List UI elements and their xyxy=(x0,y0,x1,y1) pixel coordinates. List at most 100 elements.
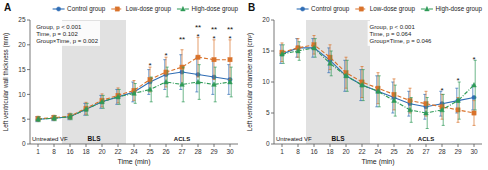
error-bar-cap xyxy=(426,128,429,129)
error-bar-cap xyxy=(211,94,214,95)
series-marker xyxy=(280,52,285,56)
y-tick xyxy=(271,51,274,52)
significance-marker: ** xyxy=(179,35,185,44)
significance-marker: * xyxy=(228,34,231,43)
error-bar-cap xyxy=(214,101,217,102)
error-bar-cap xyxy=(147,94,150,95)
region-label: ACLS xyxy=(174,136,190,142)
error-bar-cap xyxy=(214,67,217,68)
series-marker xyxy=(212,82,217,86)
significance-marker: * xyxy=(196,32,199,41)
stats-text: Time, p = 0.064 xyxy=(370,31,412,37)
legend-marker xyxy=(57,7,61,11)
error-bar-cap xyxy=(378,106,381,107)
significance-marker: ** xyxy=(195,23,201,32)
legend-marker xyxy=(181,6,186,10)
error-bar-cap xyxy=(86,103,89,104)
series-marker xyxy=(472,83,477,87)
series-marker xyxy=(456,98,461,102)
error-bar xyxy=(69,113,72,119)
x-tick-label: 30 xyxy=(226,148,234,155)
error-bar-cap xyxy=(166,96,169,97)
series-marker xyxy=(392,98,397,102)
stats-text: Group, p < 0.001 xyxy=(36,24,82,30)
stats-background xyxy=(34,21,100,46)
legend-marker-wrap xyxy=(181,6,186,10)
region-label: BLS xyxy=(88,135,102,142)
y-tick-label: 25 xyxy=(18,16,26,23)
series-line xyxy=(282,45,474,113)
error-bar-cap xyxy=(134,103,137,104)
error-bar-cap xyxy=(282,63,285,64)
legend-marker-wrap xyxy=(57,7,61,11)
error-bar-cap xyxy=(455,88,458,89)
series-line xyxy=(282,48,474,113)
plot-area xyxy=(279,36,476,129)
y-tick-label: 15 xyxy=(262,47,270,54)
series-marker xyxy=(344,73,349,77)
error-bar-cap xyxy=(362,100,365,101)
x-tick-label: 22 xyxy=(114,148,122,155)
y-tick xyxy=(27,20,30,21)
x-tick-label: 26 xyxy=(162,148,170,155)
error-bar-cap xyxy=(150,101,153,102)
y-axis-label: Left ventricular chamber area (cm²) xyxy=(246,33,254,131)
x-axis-label: Time (min) xyxy=(117,158,150,166)
panel: 0510152025181618202224252627282930Time (… xyxy=(2,2,238,166)
x-tick-label: 27 xyxy=(178,148,186,155)
error-bar-cap xyxy=(426,97,429,98)
legend: Control groupLow-dose groupHigh-dose gro… xyxy=(53,5,239,13)
x-tick-label: 18 xyxy=(82,148,90,155)
legend-item: Low-dose group xyxy=(355,5,415,13)
error-bar-cap xyxy=(407,116,410,117)
error-bar-cap xyxy=(410,97,413,98)
error-bar-cap xyxy=(314,38,317,39)
error-bar-cap xyxy=(298,41,301,42)
stats-box: Group, p < 0.001Time, p = 0.064Group×Tim… xyxy=(368,21,434,46)
series-marker xyxy=(440,107,445,111)
x-tick-label: 16 xyxy=(66,148,74,155)
legend-label: Low-dose group xyxy=(370,5,416,13)
legend-label: Control group xyxy=(67,5,106,13)
series-marker xyxy=(196,79,201,83)
error-bar-cap xyxy=(297,38,300,39)
error-bar-cap xyxy=(394,116,397,117)
error-bar-cap xyxy=(163,89,166,90)
y-tick xyxy=(271,144,274,145)
legend-marker xyxy=(425,6,430,10)
series-marker xyxy=(36,117,41,121)
series-marker xyxy=(408,107,413,111)
panel-title: B xyxy=(248,2,255,13)
plot-area xyxy=(35,37,232,121)
series-marker xyxy=(68,114,73,118)
error-bar-cap xyxy=(131,101,134,102)
series-marker xyxy=(424,110,429,114)
error-bar-cap xyxy=(327,72,330,73)
error-bar-cap xyxy=(198,99,201,100)
x-tick-label: 26 xyxy=(406,148,414,155)
stats-text: Group×Time, p = 0.046 xyxy=(370,38,432,44)
significance-marker: * xyxy=(148,61,151,70)
x-tick-label: 28 xyxy=(438,148,446,155)
error-bar-cap xyxy=(393,78,396,79)
y-tick-label: 5 xyxy=(22,116,26,123)
error-bar-cap xyxy=(227,94,230,95)
y-tick xyxy=(271,113,274,114)
legend-marker xyxy=(115,7,119,11)
significance-marker: * xyxy=(472,55,475,64)
series-marker xyxy=(296,48,301,52)
y-tick xyxy=(271,82,274,83)
series-marker xyxy=(212,58,216,62)
x-tick-label: 28 xyxy=(194,148,202,155)
y-tick xyxy=(27,69,30,70)
y-tick xyxy=(27,44,30,45)
legend-item: High-dose group xyxy=(177,5,239,13)
error-bar-cap xyxy=(329,44,332,45)
error-bar-cap xyxy=(102,95,105,96)
error-bar-cap xyxy=(101,93,104,94)
error-bar-cap xyxy=(314,57,317,58)
x-tick-label: 18 xyxy=(326,148,334,155)
x-tick-label: 20 xyxy=(342,148,350,155)
error-bar-cap xyxy=(391,113,394,114)
significance-marker: ** xyxy=(227,25,233,34)
